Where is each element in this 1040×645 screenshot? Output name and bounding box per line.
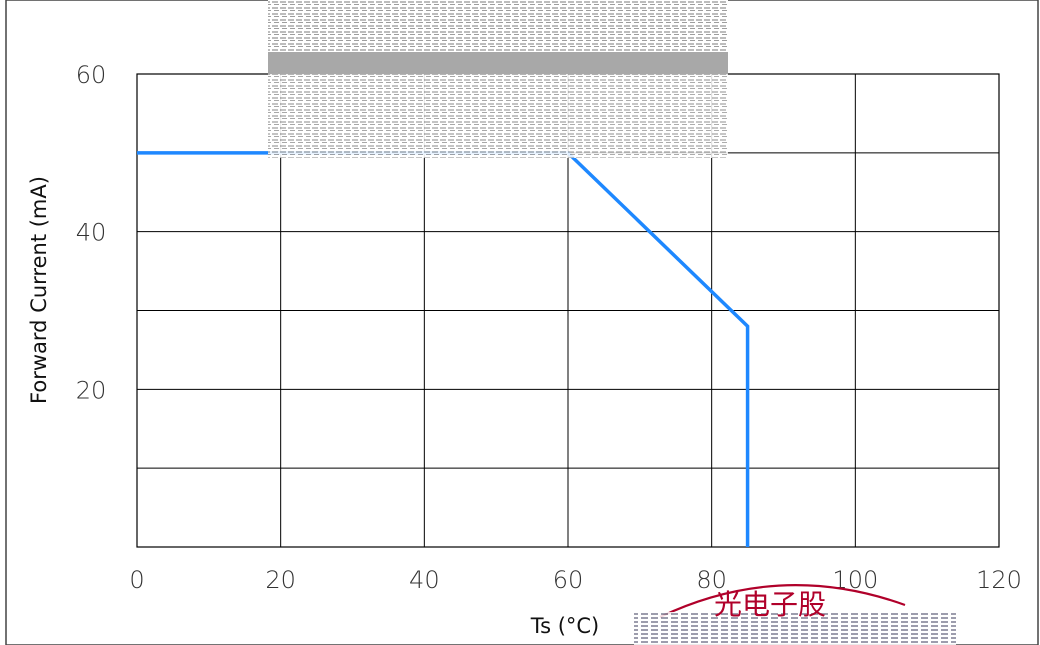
- stamp-text: 光电子股: [714, 588, 826, 621]
- y-tick-label: 40: [76, 219, 107, 247]
- x-tick-label: 0: [129, 566, 144, 594]
- x-tick-label: 80: [696, 566, 727, 594]
- x-tick-label: 20: [265, 566, 296, 594]
- x-tick-labels: 0 20 40 60 80 100 120: [129, 566, 1022, 594]
- y-tick-label: 60: [76, 61, 107, 89]
- y-axis-title: Forward Current (mA): [27, 176, 51, 404]
- x-tick-label: 120: [976, 566, 1022, 594]
- outer-border: [5, 0, 1039, 645]
- x-tick-label: 40: [409, 566, 440, 594]
- y-tick-labels: 20 40 60: [76, 61, 107, 404]
- company-stamp: 光电子股: [634, 584, 956, 645]
- y-tick-label: 20: [76, 376, 107, 404]
- x-tick-label: 60: [553, 566, 584, 594]
- x-tick-label: 100: [832, 566, 878, 594]
- x-axis-title: Ts (°C): [530, 614, 600, 638]
- scan-artifact: [268, 0, 728, 158]
